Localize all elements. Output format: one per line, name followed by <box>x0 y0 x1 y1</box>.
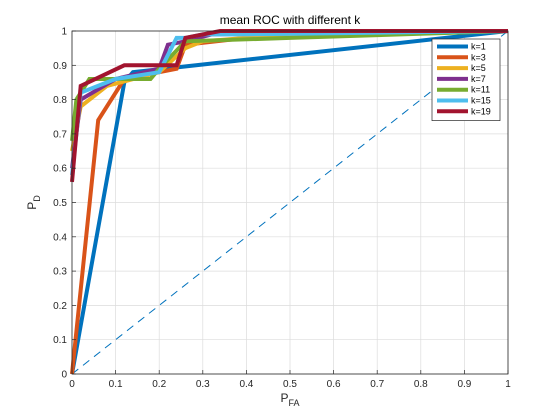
y-tick-label: 0.1 <box>53 335 67 346</box>
series-lines <box>70 29 509 375</box>
legend: k=1k=3k=5k=7k=11k=15k=19 <box>431 38 501 121</box>
x-axis-label-main: P <box>280 391 288 405</box>
y-axis-label-sub: D <box>32 195 42 202</box>
legend-label: k=5 <box>471 63 486 73</box>
y-tick-label: 0.4 <box>53 232 67 243</box>
x-tick-label: 1 <box>505 379 511 390</box>
x-tick-label: 0.7 <box>370 379 384 390</box>
y-tick-label: 0.2 <box>53 301 67 312</box>
x-tick-label: 0.3 <box>196 379 210 390</box>
x-tick-label: 0.4 <box>239 379 253 390</box>
y-tick-label: 0.7 <box>53 129 67 140</box>
legend-label: k=19 <box>471 106 491 116</box>
y-tick-label: 1 <box>61 27 67 38</box>
x-tick-label: 0.5 <box>283 379 297 390</box>
y-tick-label: 0.9 <box>53 61 67 72</box>
x-tick-label: 0.6 <box>327 379 341 390</box>
legend-label: k=1 <box>471 42 486 52</box>
y-axis-label-main: P <box>25 202 39 210</box>
legend-label: k=3 <box>471 52 486 62</box>
tick-labels: 0 0.1 0.2 0.3 0.4 0.5 0.6 0.7 0.8 0.9 1 0 0.1 0.2 0.3 0… <box>53 27 511 391</box>
x-axis-label: PFA <box>280 391 299 408</box>
y-tick-label: 0.6 <box>53 164 67 175</box>
y-tick-label: 0.5 <box>53 198 67 209</box>
x-tick-label: 0.1 <box>109 379 123 390</box>
chart-title: mean ROC with different k <box>220 13 362 27</box>
series-line-k-19 <box>70 29 508 183</box>
x-axis-label-sub: FA <box>289 398 300 408</box>
y-tick-label: 0.3 <box>53 267 67 278</box>
x-tick-label: 0.8 <box>414 379 428 390</box>
x-tick-label: 0 <box>69 379 75 390</box>
series-line-k-15 <box>70 29 509 176</box>
legend-label: k=11 <box>471 85 490 95</box>
y-tick-label: 0.8 <box>53 95 67 106</box>
legend-label: k=7 <box>471 74 486 84</box>
x-tick-label: 0.2 <box>152 379 166 390</box>
y-tick-label: 0 <box>61 370 67 381</box>
legend-label: k=15 <box>471 96 491 106</box>
x-tick-label: 0.9 <box>457 379 471 390</box>
y-axis-label: PD <box>25 195 42 210</box>
